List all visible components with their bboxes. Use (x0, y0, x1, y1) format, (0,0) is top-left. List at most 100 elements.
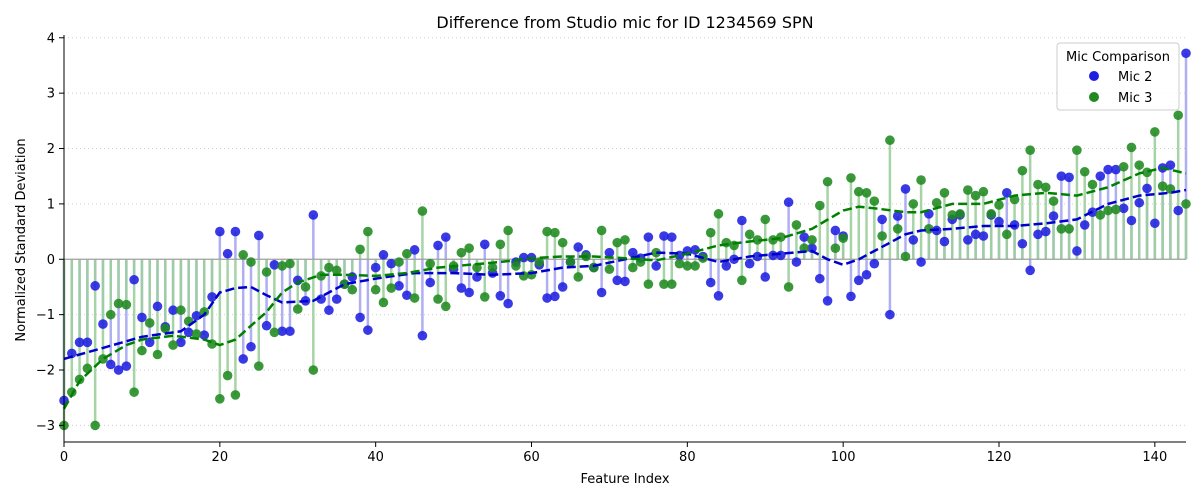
data-point (877, 231, 887, 241)
data-point (737, 215, 747, 226)
data-point (230, 226, 241, 237)
data-point (113, 298, 124, 309)
data-point (861, 269, 872, 280)
data-point (199, 307, 210, 317)
data-point (129, 387, 139, 397)
data-point (324, 262, 334, 273)
data-point (230, 390, 241, 400)
data-point (425, 258, 436, 269)
data-point (144, 318, 155, 328)
data-point (285, 326, 295, 337)
data-point (542, 226, 552, 237)
data-point (495, 239, 506, 250)
data-point (191, 310, 202, 321)
data-point (853, 186, 864, 197)
data-point (1181, 48, 1191, 59)
data-point (1048, 211, 1059, 221)
data-point (409, 293, 420, 303)
data-point (222, 248, 233, 259)
data-point (853, 275, 864, 286)
data-point (651, 261, 661, 271)
data-point (596, 225, 607, 236)
data-point (308, 210, 319, 220)
data-point (1064, 172, 1074, 183)
data-point (807, 243, 817, 253)
data-point (1087, 179, 1098, 190)
data-point (1165, 160, 1176, 170)
data-point (331, 265, 342, 276)
data-point (479, 292, 490, 302)
data-point (783, 197, 794, 208)
data-point (573, 242, 584, 252)
legend-box (1056, 42, 1180, 111)
legend-marker-mic-3 (1089, 92, 1099, 102)
data-point (908, 199, 919, 209)
data-point (183, 327, 194, 338)
data-point (627, 262, 638, 273)
data-point (814, 273, 825, 284)
data-point (1173, 110, 1184, 121)
data-point (246, 257, 256, 267)
data-point (822, 176, 833, 187)
data-point (1033, 229, 1043, 240)
data-point (261, 320, 272, 331)
x-axis-label: Feature Index (580, 472, 669, 487)
data-point (207, 292, 217, 302)
x-tick-label: 40 (367, 450, 384, 465)
data-point (238, 250, 249, 260)
data-point (659, 279, 669, 289)
y-ticks: −3 −2 −1 0 1 2 3 4 (36, 31, 64, 434)
data-point (168, 305, 178, 316)
data-point (253, 230, 264, 241)
x-tick-label: 120 (987, 450, 1012, 465)
data-point (121, 361, 132, 371)
data-point (690, 261, 700, 271)
data-point (939, 188, 950, 198)
data-point (713, 291, 724, 301)
x-tick-label: 0 (60, 450, 68, 465)
data-point (963, 185, 973, 195)
data-point (799, 243, 810, 253)
y-tick-label: 3 (47, 87, 55, 102)
data-point (705, 277, 716, 288)
data-point (783, 282, 794, 292)
y-tick-label: −2 (36, 364, 55, 379)
data-point (215, 394, 225, 404)
data-point (355, 244, 365, 255)
data-point (612, 275, 623, 286)
data-point (682, 261, 693, 271)
data-point (1079, 220, 1090, 230)
data-point (277, 326, 287, 337)
data-point (347, 272, 358, 282)
data-point (557, 282, 568, 292)
data-point (363, 226, 373, 237)
data-point (643, 279, 654, 289)
data-point (776, 250, 786, 261)
data-point (370, 262, 381, 273)
data-point (1017, 165, 1028, 176)
data-point (440, 301, 451, 312)
data-point (176, 337, 186, 348)
data-point (846, 291, 856, 302)
stems (62, 53, 1188, 426)
legend-title: Mic Comparison (1066, 50, 1170, 65)
data-point (1001, 188, 1012, 198)
data-point (978, 231, 989, 241)
data-point (152, 301, 163, 312)
data-point (666, 232, 677, 242)
data-point (807, 235, 817, 245)
data-point (425, 277, 436, 288)
data-point (1033, 179, 1043, 190)
data-point (651, 247, 661, 258)
data-point (760, 214, 771, 225)
data-point (1072, 246, 1082, 256)
data-point (440, 232, 451, 242)
data-point (1072, 145, 1082, 155)
data-point (900, 184, 911, 194)
data-point (433, 240, 443, 251)
data-point (1103, 164, 1113, 175)
data-point (822, 295, 833, 306)
data-point (261, 267, 272, 277)
data-point (355, 312, 365, 323)
data-point (269, 260, 280, 270)
